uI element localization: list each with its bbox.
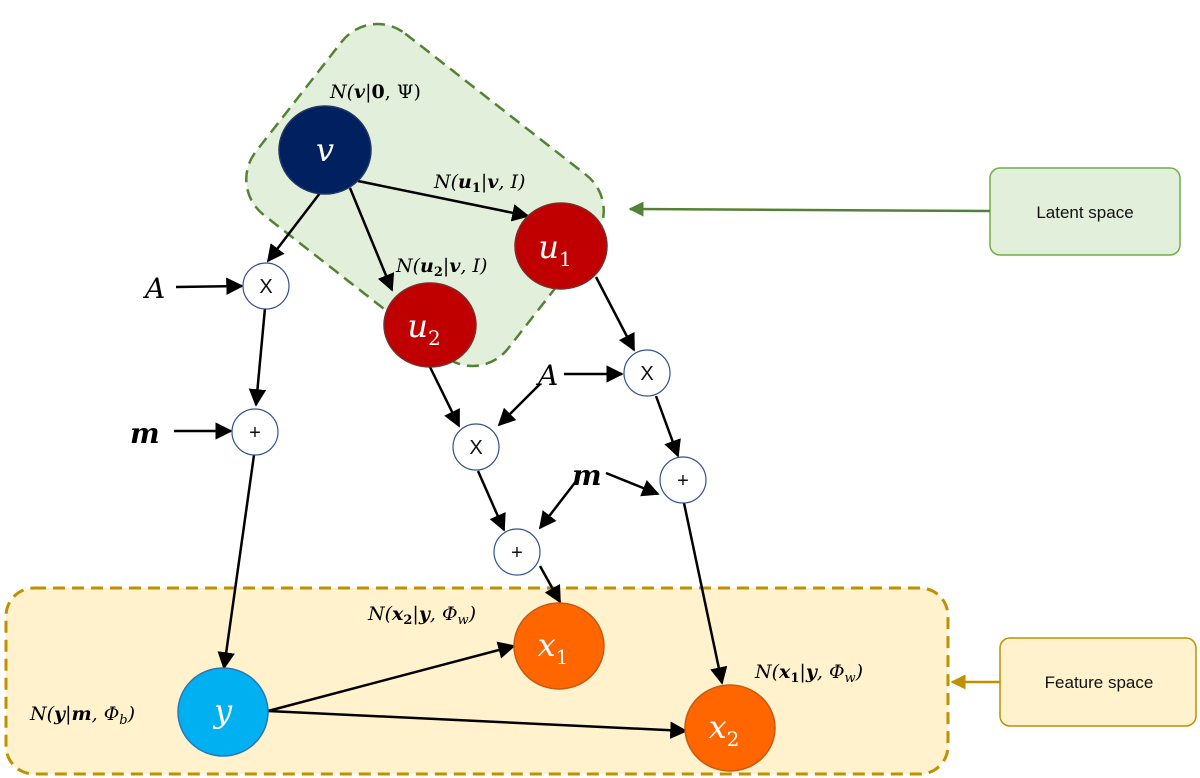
multiply-node-1: X bbox=[243, 263, 289, 309]
node-u1: u1 bbox=[515, 203, 607, 289]
multiply-symbol: X bbox=[640, 363, 653, 385]
edge-u1-mult2 bbox=[596, 277, 634, 350]
add-symbol: + bbox=[677, 470, 689, 492]
node-v-label: v bbox=[316, 131, 334, 169]
edge-u2-mult3 bbox=[430, 367, 459, 426]
input-A-2: A bbox=[535, 359, 558, 392]
distribution-y: N(y|m, Φb) bbox=[29, 703, 135, 728]
edge-mult3-add3 bbox=[478, 471, 504, 530]
add-node-3: + bbox=[494, 529, 540, 575]
add-node-1: + bbox=[232, 409, 278, 455]
input-A-1: A bbox=[142, 272, 165, 305]
node-y-label: y bbox=[212, 692, 233, 730]
add-node-2: + bbox=[660, 457, 706, 503]
add-symbol: + bbox=[249, 422, 261, 444]
latent-space-pointer bbox=[630, 209, 990, 211]
multiply-symbol: X bbox=[259, 276, 272, 298]
node-x2: x2 bbox=[685, 685, 775, 771]
node-x1: x1 bbox=[514, 603, 604, 689]
add-symbol: + bbox=[511, 542, 523, 564]
multiply-node-2: X bbox=[624, 350, 670, 396]
distribution-v: N(v|0, Ψ) bbox=[329, 81, 421, 103]
edge-A-mult1 bbox=[176, 286, 242, 287]
input-m-2: m bbox=[572, 459, 602, 492]
edge-mult1-add1 bbox=[256, 308, 265, 405]
multiply-node-3: X bbox=[453, 424, 499, 470]
edge-A-mult3 bbox=[499, 384, 540, 425]
edge-m-add2 bbox=[606, 473, 658, 494]
node-v: v bbox=[279, 106, 371, 194]
node-u2: u2 bbox=[384, 283, 476, 367]
latent-space-legend: Latent space bbox=[990, 168, 1180, 255]
node-y: y bbox=[178, 668, 268, 756]
feature-space-legend: Feature space bbox=[1000, 638, 1196, 726]
feature-space-label: Feature space bbox=[1045, 673, 1154, 692]
edge-mult2-add2 bbox=[656, 396, 678, 456]
latent-space-label: Latent space bbox=[1036, 203, 1133, 222]
multiply-symbol: X bbox=[469, 437, 482, 459]
input-m-1: m bbox=[130, 417, 160, 450]
